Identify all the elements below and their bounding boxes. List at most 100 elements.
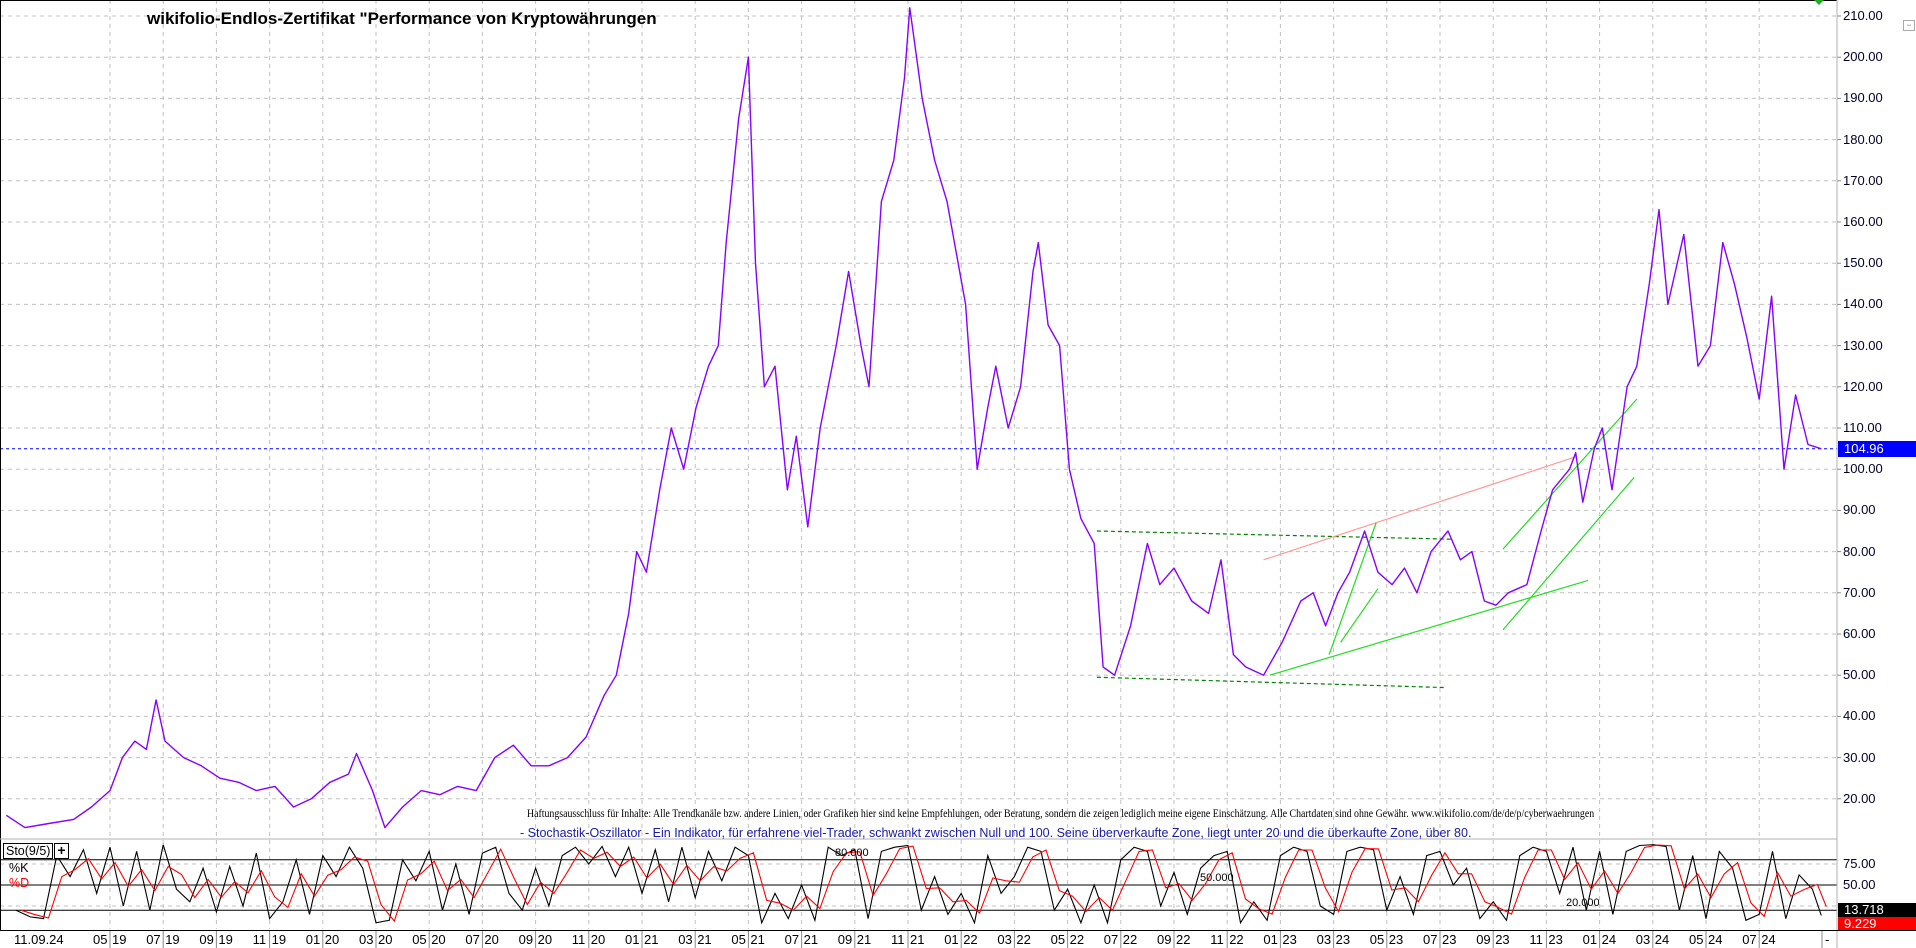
stochastic-levels bbox=[0, 859, 1837, 911]
x-tick-label-year: 23 bbox=[1282, 932, 1297, 947]
x-tick-label-month: 05 bbox=[412, 932, 427, 947]
stochastic-level-label: 50.000 bbox=[1200, 872, 1234, 884]
x-tick-label-month: 05 bbox=[1689, 932, 1704, 947]
x-tick-label-month: 01 bbox=[1263, 932, 1278, 947]
x-tick-label-month: 07 bbox=[1103, 932, 1119, 947]
trendline-pink bbox=[1263, 456, 1576, 561]
k-line bbox=[15, 844, 1822, 925]
y-tick-label: 90.00 bbox=[1843, 502, 1876, 518]
x-tick-label-month: 07 bbox=[465, 932, 480, 947]
stochastic-level-label: 80.000 bbox=[835, 846, 869, 859]
y-tick-label: 130.00 bbox=[1843, 337, 1883, 353]
x-tick-label-year: 20 bbox=[324, 932, 340, 947]
chart-title: wikifolio-Endlos-Zertifikat "Performance… bbox=[147, 9, 657, 28]
minus-box-icon[interactable]: − bbox=[1903, 20, 1915, 31]
x-tick-label-month: 09 bbox=[518, 932, 534, 947]
trendline-green bbox=[1269, 579, 1589, 676]
y-tick-label: 210.00 bbox=[1843, 8, 1883, 23]
x-tick-label-month: 07 bbox=[784, 932, 800, 947]
x-tick-label-month: 05 bbox=[731, 932, 746, 947]
x-axis-first-label: 11.09.24 bbox=[14, 932, 64, 947]
x-tick-label-year: 21 bbox=[750, 932, 765, 947]
disclaimer-text: Haftungsausschluss für Inhalte: Alle Tre… bbox=[527, 806, 1595, 820]
y-tick-label: 120.00 bbox=[1843, 378, 1883, 394]
x-tick-label-year: 23 bbox=[1335, 932, 1351, 947]
x-axis-end-label: - bbox=[1825, 932, 1830, 947]
x-tick-label-month: 05 bbox=[1050, 932, 1066, 947]
y-tick-label: 110.00 bbox=[1843, 420, 1882, 435]
x-tick-label-year: 19 bbox=[271, 932, 287, 947]
x-tick-label-year: 23 bbox=[1495, 932, 1510, 947]
y-tick-label: 180.00 bbox=[1843, 131, 1883, 147]
trendline-green bbox=[1502, 398, 1638, 550]
x-tick-label-year: 24 bbox=[1601, 932, 1617, 947]
x-tick-label-month: 01 bbox=[625, 932, 640, 947]
x-tick-label-year: 23 bbox=[1548, 932, 1563, 947]
x-tick-label-year: 23 bbox=[1388, 932, 1404, 947]
x-tick-label-year: 21 bbox=[856, 932, 872, 947]
y-tick-label: 30.00 bbox=[1843, 749, 1876, 765]
x-tick-label-year: 22 bbox=[1122, 932, 1138, 947]
x-tick-label-month: 11 bbox=[571, 932, 586, 947]
add-indicator-icon[interactable]: + bbox=[54, 843, 69, 859]
x-tick-label-year: 19 bbox=[112, 932, 127, 947]
x-tick-label-month: 09 bbox=[1157, 932, 1172, 947]
x-tick-label-year: 21 bbox=[910, 932, 925, 947]
x-tick-label-year: 24 bbox=[1708, 932, 1723, 947]
y-tick-label: 50.00 bbox=[1843, 667, 1876, 683]
x-tick-label-month: 01 bbox=[1582, 932, 1598, 947]
trendlines bbox=[1096, 398, 1638, 689]
y-tick-label: 40.00 bbox=[1843, 708, 1876, 724]
y-tick-label: 190.00 bbox=[1843, 90, 1883, 106]
x-tick-label-year: 20 bbox=[484, 932, 499, 947]
last-k-label: 13.718 bbox=[1838, 903, 1916, 917]
x-tick-label-year: 22 bbox=[1016, 932, 1031, 947]
x-tick-label-month: 01 bbox=[944, 932, 959, 947]
x-tick-label-month: 03 bbox=[1635, 932, 1651, 947]
current-marker-icon bbox=[1814, 0, 1824, 5]
x-tick-label-month: 11 bbox=[1529, 932, 1543, 947]
x-tick-label-year: 20 bbox=[378, 932, 393, 947]
x-tick-label-year: 21 bbox=[644, 932, 659, 947]
trendline-green bbox=[1340, 588, 1379, 643]
x-tick-label-month: 09 bbox=[837, 932, 853, 947]
x-tick-label-month: 11 bbox=[1210, 932, 1224, 947]
stochastic-series bbox=[15, 844, 1827, 925]
x-tick-label-year: 19 bbox=[165, 932, 180, 947]
trendline-dashed-darkgreen bbox=[1096, 530, 1454, 540]
x-tick-label-month: 11 bbox=[891, 932, 905, 947]
y-tick-label: 150.00 bbox=[1843, 255, 1883, 271]
x-tick-label-month: 05 bbox=[93, 932, 108, 947]
x-tick-label-month: 09 bbox=[1476, 932, 1491, 947]
x-tick-label-month: 07 bbox=[1742, 932, 1757, 947]
y-tick-label: 80.00 bbox=[1843, 543, 1876, 559]
x-tick-label-month: 11 bbox=[252, 932, 267, 947]
x-tick-label-year: 19 bbox=[218, 932, 233, 947]
x-tick-label-year: 20 bbox=[537, 932, 553, 947]
x-tick-label-month: 07 bbox=[146, 932, 161, 947]
stochastic-tick-label: 50.00 bbox=[1843, 877, 1876, 892]
y-tick-label: 170.00 bbox=[1843, 172, 1883, 188]
current-price-label: 104.96 bbox=[1838, 441, 1916, 457]
trendline-green bbox=[1502, 477, 1635, 631]
x-tick-label-month: 03 bbox=[1316, 932, 1332, 947]
x-tick-label-year: 22 bbox=[1069, 932, 1085, 947]
trendline-dashed-darkgreen bbox=[1096, 676, 1446, 689]
d-line bbox=[20, 844, 1827, 923]
y-tick-label: 60.00 bbox=[1843, 626, 1876, 641]
indicator-legend-button[interactable]: Sto(9/5) bbox=[3, 843, 54, 859]
x-tick-label-year: 24 bbox=[1654, 932, 1670, 947]
x-tick-label-month: 03 bbox=[678, 932, 693, 947]
x-tick-label-year: 22 bbox=[963, 932, 978, 947]
x-tick-label-month: 09 bbox=[199, 932, 214, 947]
x-tick-label-year: 21 bbox=[697, 932, 712, 947]
stochastic-tick-label: 75.00 bbox=[1843, 856, 1876, 871]
y-tick-label: 100.00 bbox=[1843, 461, 1883, 477]
legend-d: %D bbox=[9, 876, 30, 890]
x-tick-label-month: 03 bbox=[997, 932, 1012, 947]
stochastic-level-label: 20.000 bbox=[1566, 897, 1600, 910]
x-tick-label-year: 23 bbox=[1442, 932, 1457, 947]
grid bbox=[0, 0, 1841, 948]
